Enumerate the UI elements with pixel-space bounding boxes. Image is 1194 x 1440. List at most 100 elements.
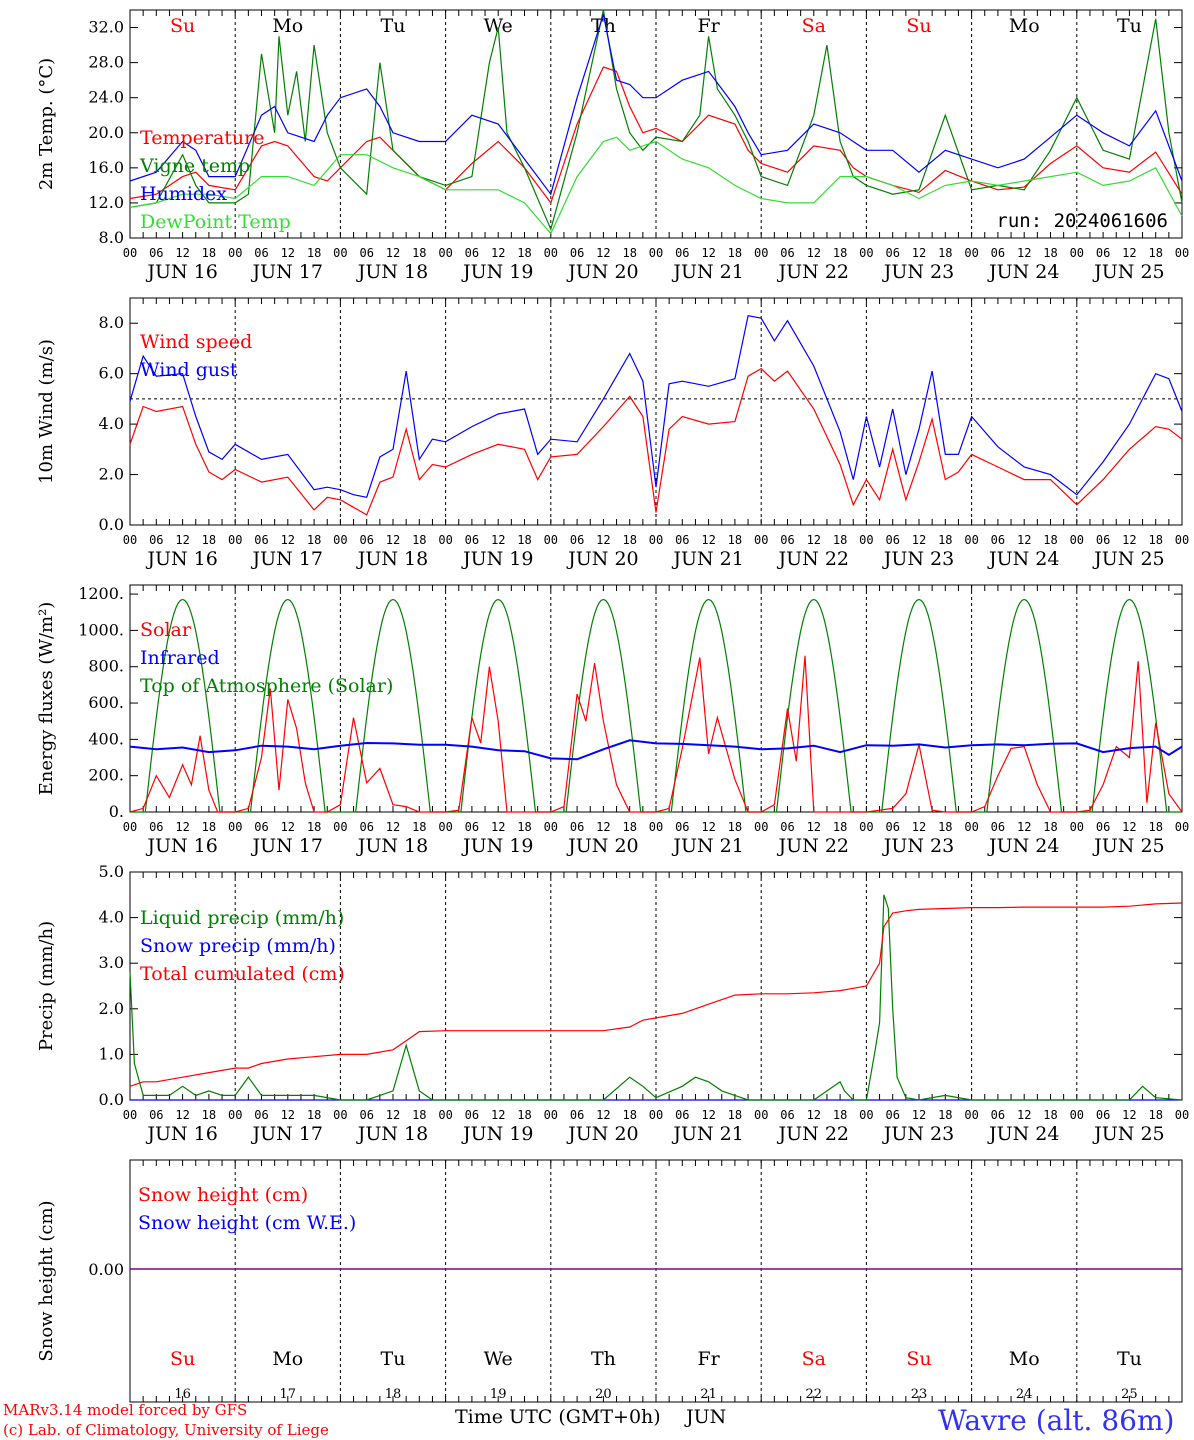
panel-2-frame: 00 06 12 18 00 06 12 18 00 06 12 18 00 06 12 18 00 06 12 18… [36,297,1189,570]
hour-tick-label: 12 [1017,246,1031,260]
y-tick-label: 1200. [78,584,124,603]
hour-tick-label: 00 [123,820,137,834]
hour-tick-label: 12 [386,246,400,260]
hour-tick-label: 18 [412,820,426,834]
hour-tick-label: 12 [386,1108,400,1122]
y-tick-label: 16.0 [88,158,124,177]
date-label: JUN 18 [356,1123,428,1145]
legend-entry: Solar [140,619,192,641]
date-label: JUN 23 [882,1123,954,1145]
weekday-label: Tu [381,1348,406,1370]
weekday-label: Mo [1009,1348,1040,1370]
date-label: JUN 23 [882,835,954,857]
hour-tick-label: 12 [175,533,189,547]
date-label: JUN 19 [461,835,533,857]
date-label: JUN 18 [356,835,428,857]
series-line-humidex [129,14,1183,196]
y-axis-label: 10m Wind (m/s) [36,339,57,484]
hour-tick-label: 18 [728,1108,742,1122]
hour-tick-label: 12 [491,533,505,547]
panel-1-frame: 00 06 12 18 00 06 12 18 00 06 12 18 00 06 12 18 00 06 12 18… [36,9,1189,283]
hour-tick-label: 12 [596,820,610,834]
hour-tick-label: 00 [544,533,558,547]
hour-tick-label: 00 [964,533,978,547]
y-tick-label: 800. [88,657,124,676]
hour-tick-label: 06 [254,246,268,260]
hour-tick-label: 06 [885,820,899,834]
weekday-label: Tu [1117,15,1142,37]
hour-tick-label: 00 [649,246,663,260]
hour-tick-label: 12 [912,1108,926,1122]
date-label: JUN 17 [251,261,323,283]
date-label: JUN 16 [145,548,217,570]
weekday-label: Tu [1117,1348,1142,1370]
hour-tick-label: 18 [202,820,216,834]
hour-tick-label: 06 [465,1108,479,1122]
hour-tick-label: 12 [1017,1108,1031,1122]
hour-tick-label: 18 [1043,1108,1057,1122]
legend-entry: Total cumulated (cm) [140,963,345,985]
y-tick-label: 0.0 [99,1090,124,1109]
y-tick-label: 3.0 [99,953,124,972]
hour-tick-label: 00 [123,1108,137,1122]
series-line-wind-speed [129,367,1183,516]
y-tick-label: 600. [88,693,124,712]
hour-tick-label: 00 [333,820,347,834]
hour-tick-label: 12 [1122,820,1136,834]
y-tick-label: 1.0 [99,1044,124,1063]
legend-entry: Snow precip (mm/h) [140,935,336,957]
panel-5-frame: 0.00 Snow height (cm) Snow height (cm) Snow… [36,1159,1183,1403]
hour-tick-label: 06 [1096,246,1110,260]
hour-tick-label: 18 [1148,1108,1162,1122]
hour-tick-label: 00 [754,533,768,547]
hour-tick-label: 18 [728,820,742,834]
weekday-label: Mo [272,1348,303,1370]
series-line-infrared [129,739,1183,761]
date-label: JUN 19 [461,1123,533,1145]
date-label: JUN 25 [1092,1123,1164,1145]
hour-tick-label: 12 [1122,533,1136,547]
hour-tick-label: 12 [807,246,821,260]
hour-tick-label: 12 [1122,246,1136,260]
hour-tick-label: 00 [1175,533,1189,547]
hour-tick-label: 06 [465,246,479,260]
hour-tick-label: 06 [254,1108,268,1122]
hour-tick-label: 18 [1043,246,1057,260]
hour-tick-label: 00 [859,533,873,547]
weekday-label: Mo [1009,15,1040,37]
date-label: JUN 24 [987,261,1059,283]
hour-tick-label: 06 [465,533,479,547]
hour-tick-label: 06 [991,1108,1005,1122]
hour-tick-label: 18 [1043,820,1057,834]
hour-tick-label: 00 [649,820,663,834]
y-tick-label: 8.0 [99,228,124,247]
y-tick-label: 0.0 [99,515,124,534]
y-axis-label: Precip (mm/h) [36,921,57,1051]
date-label: JUN 21 [671,1123,743,1145]
hour-tick-label: 06 [780,820,794,834]
legend-entry: Snow height (cm W.E.) [138,1212,356,1234]
series-line-total-cumulated-cm [129,902,1183,1087]
hour-tick-label: 00 [544,820,558,834]
hour-tick-label: 00 [333,533,347,547]
legend-entry: Infrared [140,647,220,669]
date-label: JUN 17 [251,1123,323,1145]
date-label: JUN 23 [882,548,954,570]
hour-tick-label: 06 [465,820,479,834]
date-label: JUN 16 [145,1123,217,1145]
date-label: JUN 22 [777,548,849,570]
hour-tick-label: 06 [780,246,794,260]
hour-tick-label: 12 [1017,820,1031,834]
date-number: 19 [490,1387,507,1402]
series-line-temperature [129,66,1183,205]
y-tick-label: 8.0 [99,313,124,332]
hour-tick-label: 12 [1122,1108,1136,1122]
hour-tick-label: 06 [675,246,689,260]
hour-tick-label: 06 [359,820,373,834]
hour-tick-label: 06 [149,533,163,547]
hour-tick-label: 18 [622,533,636,547]
hour-tick-label: 12 [491,246,505,260]
hour-tick-label: 00 [544,246,558,260]
legend-entry: DewPoint Temp [140,211,291,233]
weekday-label: We [484,1348,513,1370]
